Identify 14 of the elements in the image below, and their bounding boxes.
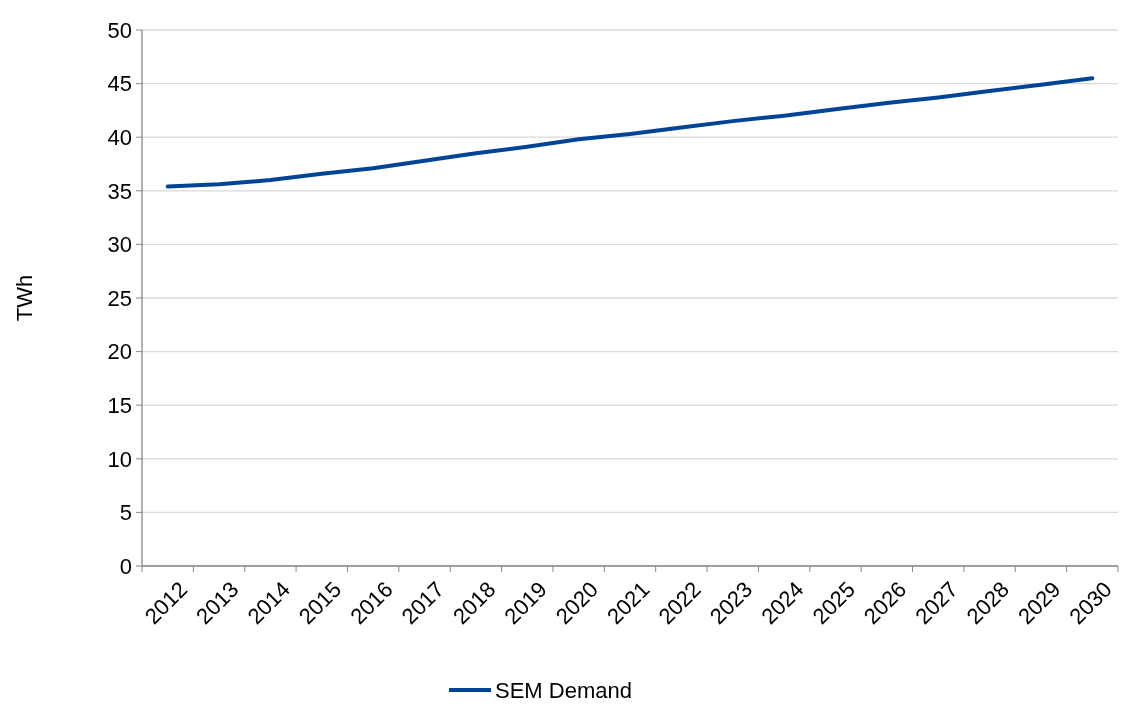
y-tick-label: 5 — [119, 500, 132, 526]
y-tick-label: 40 — [107, 124, 132, 150]
line-series — [165, 76, 1095, 189]
y-tick-label: 15 — [107, 392, 132, 418]
y-axis-title: TWh — [12, 274, 37, 322]
legend-label: SEM Demand — [495, 677, 632, 703]
y-tick-label: 20 — [107, 339, 132, 365]
y-tick-label: 10 — [107, 446, 132, 472]
y-tick-label: 35 — [107, 178, 132, 204]
y-tick-label: 25 — [107, 285, 132, 311]
y-tick-label: 45 — [107, 71, 132, 97]
y-tick-label: 50 — [107, 17, 132, 43]
y-tick-label: 0 — [119, 553, 132, 579]
y-tick-label: 30 — [107, 232, 132, 258]
